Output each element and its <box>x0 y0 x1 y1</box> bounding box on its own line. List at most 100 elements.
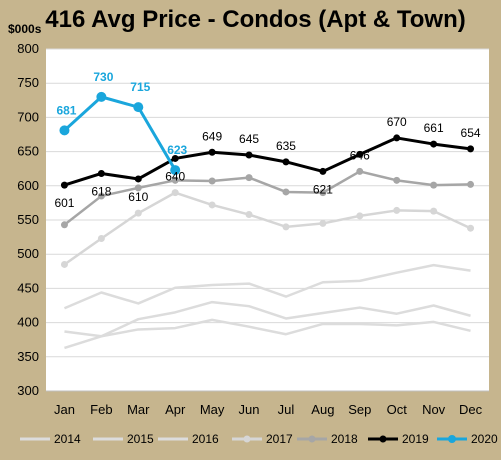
legend-marker-2019 <box>379 435 387 443</box>
data-point-2017 <box>171 189 179 197</box>
x-tick-label: Mar <box>127 402 150 417</box>
data-label-2020: 681 <box>56 103 76 117</box>
data-label-2019: 610 <box>128 190 148 204</box>
legend-label-2015: 2015 <box>127 432 154 446</box>
x-tick-label: Feb <box>90 402 112 417</box>
data-point-2018 <box>97 192 105 200</box>
y-tick-label: 800 <box>17 41 39 56</box>
data-point-2019 <box>134 175 142 183</box>
legend-label-2020: 2020 <box>471 432 498 446</box>
data-label-2020: 730 <box>93 70 113 84</box>
data-label-2019: 654 <box>461 126 481 140</box>
data-point-2019 <box>430 140 438 148</box>
series-line-2020 <box>63 95 177 171</box>
data-label-2019: 640 <box>165 169 185 183</box>
data-point-2020 <box>133 102 144 113</box>
data-point-2018 <box>245 174 253 182</box>
data-point-2018 <box>60 221 68 229</box>
series-line-2014 <box>64 318 471 350</box>
y-tick-label: 450 <box>17 280 39 295</box>
x-tick-label: Jul <box>278 402 295 417</box>
data-point-2019 <box>97 169 105 177</box>
data-point-2017 <box>60 260 68 268</box>
data-point-2017 <box>134 209 142 217</box>
data-point-2017 <box>208 201 216 209</box>
y-tick-label: 300 <box>17 383 39 398</box>
x-tick-label: Jan <box>54 402 75 417</box>
y-axis-unit-label: $000s <box>8 22 42 36</box>
data-point-2018 <box>356 167 364 175</box>
data-point-2019 <box>467 145 475 153</box>
x-tick-label: Nov <box>422 402 446 417</box>
data-point-2019 <box>171 154 179 162</box>
legend-label-2016: 2016 <box>192 432 219 446</box>
legend-marker-2020 <box>448 435 456 443</box>
x-tick-label: Jun <box>239 402 260 417</box>
y-tick-label: 600 <box>17 178 39 193</box>
data-point-2018 <box>282 188 290 196</box>
data-label-2019: 649 <box>202 129 222 143</box>
y-tick-label: 700 <box>17 109 39 124</box>
x-tick-label: Sep <box>348 402 371 417</box>
y-tick-label: 750 <box>17 75 39 90</box>
y-tick-label: 650 <box>17 144 39 159</box>
data-point-2017 <box>97 234 105 242</box>
legend-label-2019: 2019 <box>402 432 429 446</box>
data-point-2017 <box>245 211 253 219</box>
data-label-2018: 646 <box>350 148 370 162</box>
data-point-2019 <box>60 181 68 189</box>
data-point-2019 <box>393 134 401 142</box>
series-line-2017 <box>63 191 472 266</box>
x-tick-label: Apr <box>165 402 186 417</box>
data-point-2017 <box>430 207 438 215</box>
chart-title: 416 Avg Price - Condos (Apt & Town) <box>45 6 466 33</box>
data-label-2019: 661 <box>424 121 444 135</box>
series-line-2018 <box>63 170 471 226</box>
data-point-2017 <box>319 219 327 227</box>
y-tick-label: 500 <box>17 246 39 261</box>
legend-label-2014: 2014 <box>54 432 81 446</box>
legend-marker-2018 <box>308 435 316 443</box>
data-label-2019: 645 <box>239 132 259 146</box>
x-tick-label: Aug <box>311 402 334 417</box>
data-point-2019 <box>356 150 364 158</box>
data-point-2017 <box>356 212 364 220</box>
y-tick-label: 550 <box>17 212 39 227</box>
legend-label-2017: 2017 <box>266 432 293 446</box>
data-label-2020: 623 <box>167 143 187 157</box>
data-point-2020 <box>96 91 107 102</box>
legend-marker-2017 <box>243 435 251 443</box>
data-point-2019 <box>319 167 327 175</box>
y-tick-label: 350 <box>17 349 39 364</box>
data-point-2019 <box>245 151 253 159</box>
data-point-2017 <box>282 223 290 231</box>
y-tick-label: 400 <box>17 315 39 330</box>
legend-label-2018: 2018 <box>331 432 358 446</box>
data-point-2018 <box>171 176 179 184</box>
series-line-2016 <box>63 263 471 310</box>
data-point-2020 <box>59 125 70 136</box>
data-point-2018 <box>134 184 142 192</box>
data-point-2018 <box>393 176 401 184</box>
x-tick-label: Dec <box>459 402 483 417</box>
data-label-2019: 601 <box>54 196 74 210</box>
data-label-2019: 635 <box>276 139 296 153</box>
data-label-2019: 670 <box>387 115 407 129</box>
data-point-2019 <box>208 148 216 156</box>
data-label-2019: 621 <box>313 182 333 196</box>
x-tick-label: Oct <box>387 402 408 417</box>
series-line-2019 <box>64 136 471 187</box>
data-point-2019 <box>282 158 290 166</box>
x-tick-label: May <box>200 402 225 417</box>
data-point-2020 <box>170 165 181 176</box>
series-line-2015 <box>64 300 471 338</box>
data-point-2017 <box>393 206 401 214</box>
data-point-2018 <box>467 180 475 188</box>
data-point-2018 <box>430 181 438 189</box>
data-label-2019: 618 <box>91 184 111 198</box>
data-point-2017 <box>467 224 475 232</box>
data-point-2018 <box>208 177 216 185</box>
data-point-2018 <box>319 189 327 197</box>
